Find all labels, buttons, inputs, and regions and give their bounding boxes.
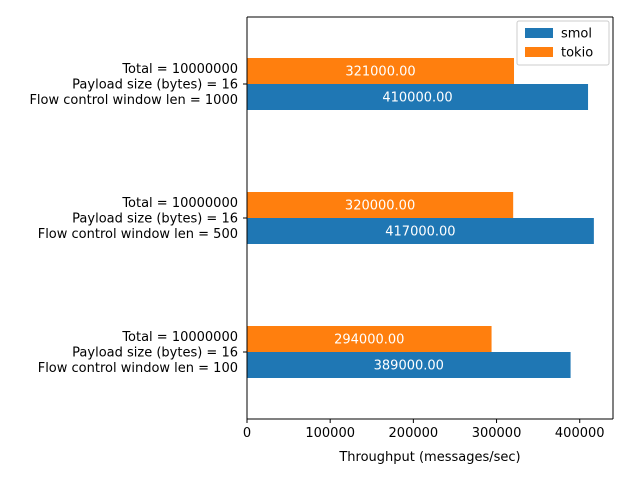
data-label-smol-0: 410000.00	[382, 91, 452, 106]
category-label-line: Payload size (bytes) = 16	[72, 212, 238, 227]
legend-swatch-tokio	[525, 47, 553, 57]
data-label-smol-2: 389000.00	[374, 359, 444, 374]
data-label-tokio-1: 320000.00	[345, 199, 415, 214]
legend-items: smol tokio	[525, 27, 593, 61]
x-tick-label: 100000	[305, 426, 355, 441]
bar-smol-1	[247, 218, 594, 244]
data-label-tokio-2: 294000.00	[334, 333, 404, 348]
legend-label-tokio: tokio	[561, 46, 593, 61]
category-label-line: Total = 10000000	[121, 196, 238, 211]
x-tick-label: 200000	[389, 426, 439, 441]
x-ticks: 0 100000 200000 300000 400000	[243, 419, 605, 441]
bar-tokio-2	[247, 326, 492, 352]
x-axis-title: Throughput (messages/sec)	[338, 450, 520, 465]
bars-layer: 321000.00 410000.00 320000.00 417000.00 2940…	[247, 58, 594, 378]
x-tick-label: 0	[243, 426, 251, 441]
category-label-line: Flow control window len = 100	[38, 361, 238, 376]
bar-smol-2	[247, 352, 571, 378]
legend-label-smol: smol	[561, 27, 592, 42]
legend-swatch-smol	[525, 28, 553, 38]
category-label-line: Total = 10000000	[121, 62, 238, 77]
data-label-smol-1: 417000.00	[385, 225, 455, 240]
category-label-line: Payload size (bytes) = 16	[72, 346, 238, 361]
x-tick-label: 400000	[555, 426, 605, 441]
bar-tokio-0	[247, 58, 515, 84]
x-tick-label: 300000	[472, 426, 522, 441]
category-label-line: Flow control window len = 1000	[29, 93, 238, 108]
bar-smol-0	[247, 84, 589, 110]
category-label-line: Flow control window len = 500	[38, 227, 238, 242]
category-label-line: Total = 10000000	[121, 330, 238, 345]
category-label-line: Payload size (bytes) = 16	[72, 78, 238, 93]
data-label-tokio-0: 321000.00	[345, 65, 415, 80]
bar-tokio-1	[247, 192, 514, 218]
legend: smol tokio	[516, 20, 610, 66]
